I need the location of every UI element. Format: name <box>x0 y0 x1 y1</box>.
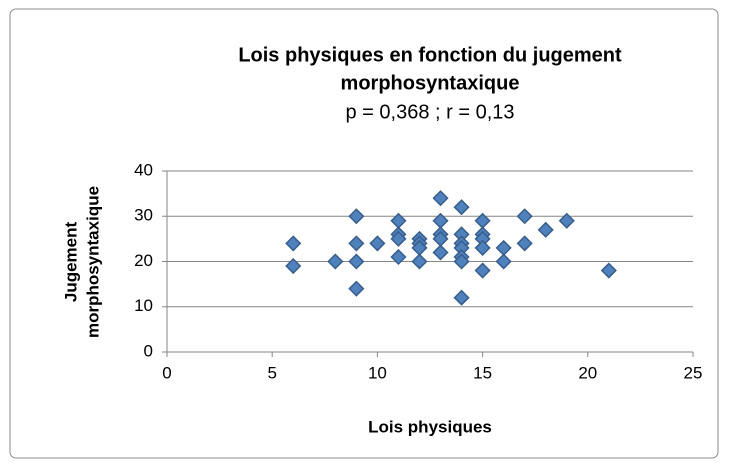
point <box>411 253 428 270</box>
point <box>558 212 575 229</box>
point <box>348 253 365 270</box>
x-tick-label: 5 <box>267 363 276 382</box>
y-axis-label: morphosyntaxique <box>83 186 102 338</box>
point <box>453 289 470 306</box>
point <box>537 221 554 238</box>
chart-title: Lois physiques en fonction du jugement <box>238 44 622 66</box>
x-axis-label: Lois physiques <box>368 417 492 436</box>
x-tick-label: 0 <box>162 363 171 382</box>
point <box>327 253 344 270</box>
point <box>474 262 491 279</box>
point <box>516 235 533 252</box>
x-tick-label: 25 <box>684 363 703 382</box>
y-tick-label: 30 <box>134 206 153 225</box>
point <box>348 235 365 252</box>
y-tick-label: 20 <box>134 251 153 270</box>
point <box>432 244 449 261</box>
point <box>369 235 386 252</box>
chart-subtitle: p = 0,368 ; r = 0,13 <box>345 101 514 123</box>
y-axis-label: Jugement <box>61 222 80 303</box>
point <box>474 239 491 256</box>
point <box>348 208 365 225</box>
chart-border <box>9 8 719 459</box>
x-tick-label: 15 <box>473 363 492 382</box>
y-tick-label: 40 <box>134 160 153 179</box>
point <box>600 262 617 279</box>
x-tick-label: 20 <box>578 363 597 382</box>
point <box>390 248 407 266</box>
point <box>432 190 449 207</box>
point <box>516 208 533 225</box>
point <box>285 257 302 275</box>
point <box>453 199 470 216</box>
y-tick-label: 0 <box>144 341 153 360</box>
point <box>285 235 302 252</box>
point <box>453 253 470 270</box>
point <box>390 230 407 247</box>
x-tick-label: 10 <box>368 363 387 382</box>
chart-title: morphosyntaxique <box>341 72 520 94</box>
point <box>348 280 365 297</box>
point <box>495 253 512 270</box>
y-tick-label: 10 <box>134 296 153 315</box>
